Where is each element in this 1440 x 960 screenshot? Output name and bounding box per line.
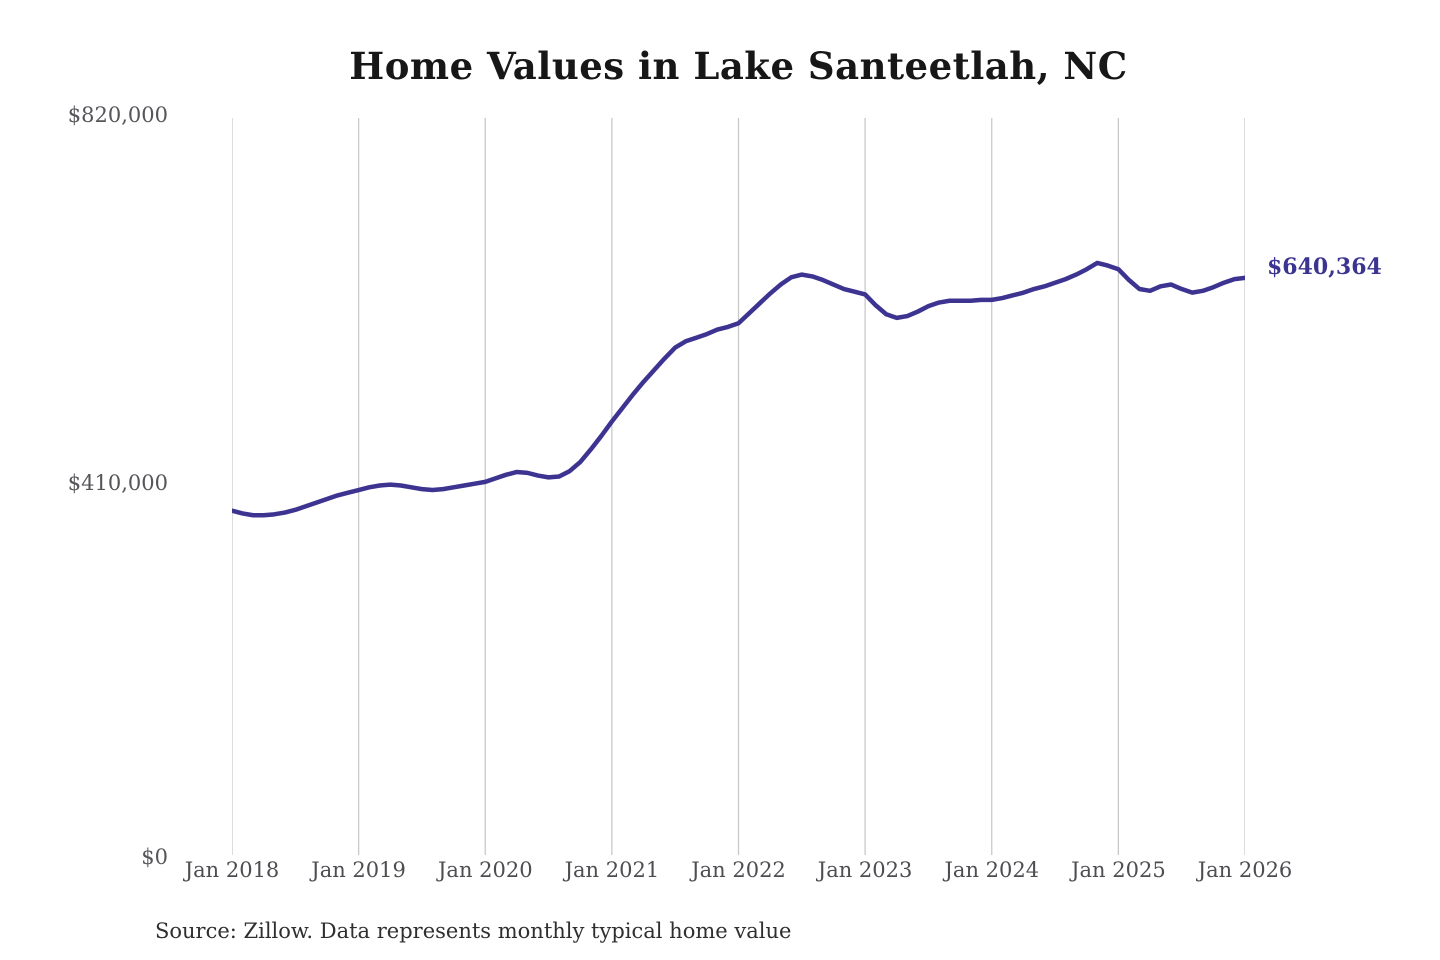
x-tick-label: Jan 2025: [1071, 858, 1166, 882]
x-tick-label: Jan 2020: [438, 858, 533, 882]
plot-svg: [232, 118, 1245, 855]
y-tick-label: $410,000: [67, 471, 168, 495]
chart-title: Home Values in Lake Santeetlah, NC: [349, 44, 1128, 88]
x-tick-label: Jan 2024: [944, 858, 1040, 882]
latest-value-label: $640,364: [1267, 254, 1382, 280]
source-note: Source: Zillow. Data represents monthly …: [155, 919, 792, 943]
x-tick-label: Jan 2021: [564, 858, 660, 882]
gridlines: [232, 118, 1245, 855]
x-tick-label: Jan 2026: [1197, 858, 1293, 882]
x-tick-label: Jan 2023: [817, 858, 913, 882]
y-tick-label: $0: [141, 845, 168, 869]
y-tick-label: $820,000: [67, 103, 168, 127]
x-tick-label: Jan 2018: [184, 858, 280, 882]
x-tick-label: Jan 2019: [311, 858, 406, 882]
x-tick-label: Jan 2022: [691, 858, 786, 882]
home-value-line: [232, 260, 1245, 518]
